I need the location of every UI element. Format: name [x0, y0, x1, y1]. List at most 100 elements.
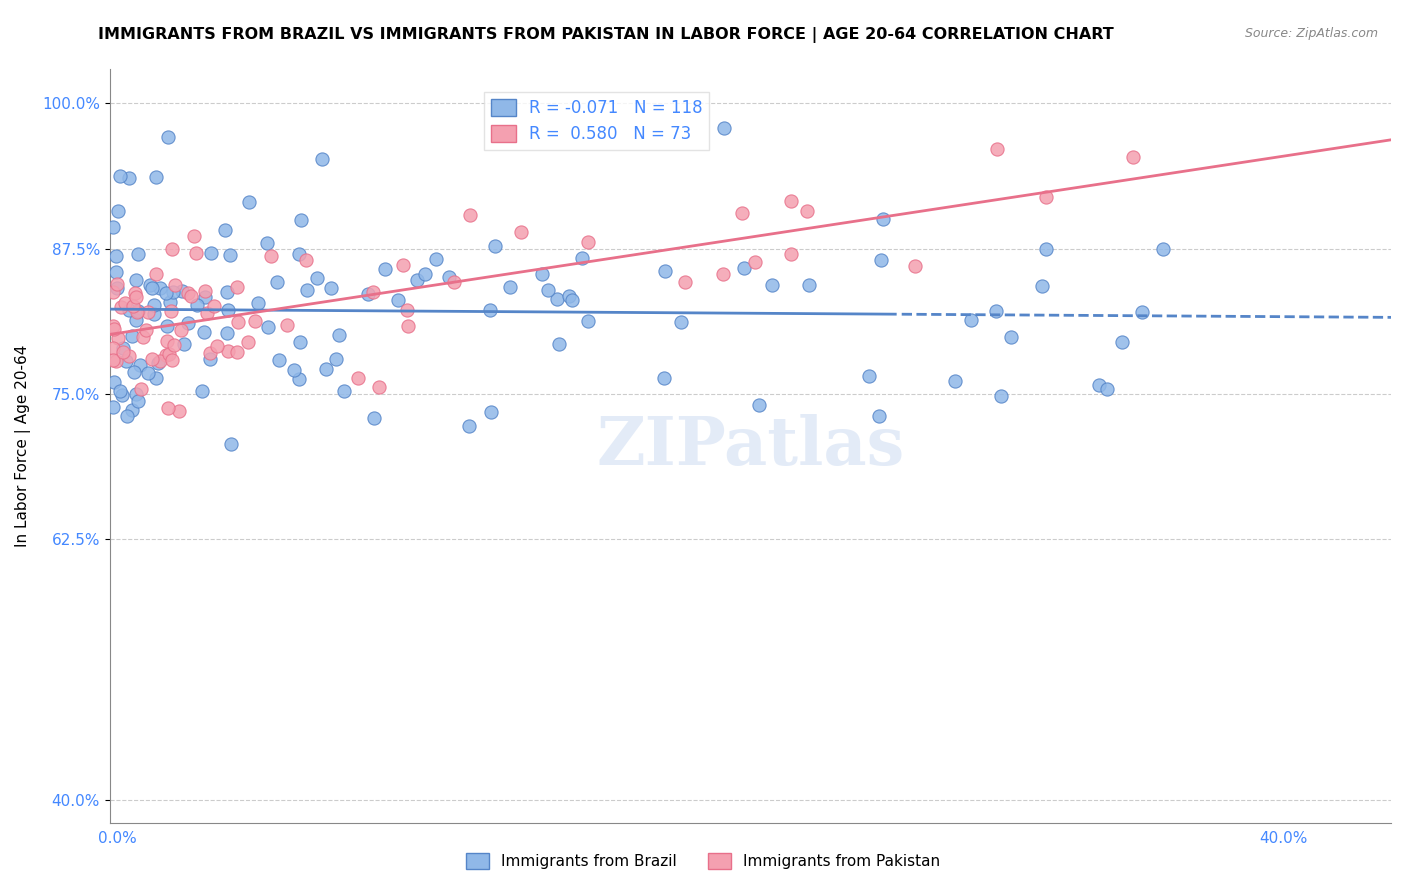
Point [238, 195, 260, 210]
Point [200, 246, 222, 260]
Point [218, 248, 240, 262]
Point [238, 335, 260, 350]
Point [406, 273, 429, 287]
Point [391, 259, 413, 273]
Point [1000, 330, 1022, 344]
Point [654, 264, 676, 278]
Point [1031, 279, 1053, 293]
Point [101, 220, 124, 235]
Point [356, 286, 378, 301]
Point [288, 335, 311, 350]
Legend: Immigrants from Brazil, Immigrants from Pakistan: Immigrants from Brazil, Immigrants from … [460, 847, 946, 875]
Point [1122, 151, 1144, 165]
Point [167, 403, 190, 417]
Point [256, 319, 278, 334]
Point [107, 280, 129, 294]
Point [155, 285, 177, 300]
Point [146, 356, 169, 370]
Point [162, 338, 184, 352]
Point [374, 261, 396, 276]
Point [226, 280, 249, 294]
Point [796, 204, 818, 219]
Point [571, 251, 593, 265]
Point [180, 289, 202, 303]
Point [276, 318, 298, 332]
Point [530, 267, 553, 281]
Point [132, 329, 155, 343]
Point [870, 253, 893, 268]
Point [537, 283, 560, 297]
Point [121, 328, 143, 343]
Point [246, 296, 269, 310]
Point [118, 171, 141, 186]
Point [129, 358, 152, 372]
Point [558, 289, 581, 303]
Point [986, 142, 1008, 156]
Text: 0.0%: 0.0% [98, 831, 138, 846]
Point [156, 319, 179, 334]
Point [124, 286, 146, 301]
Point [101, 285, 124, 299]
Point [139, 277, 162, 292]
Point [990, 389, 1012, 403]
Point [143, 297, 166, 311]
Point [443, 275, 465, 289]
Point [215, 326, 238, 340]
Point [105, 277, 128, 292]
Point [307, 271, 329, 285]
Point [576, 235, 599, 249]
Point [191, 384, 214, 398]
Legend: R = -0.071   N = 118, R =  0.580   N = 73: R = -0.071 N = 118, R = 0.580 N = 73 [484, 92, 709, 150]
Point [243, 314, 266, 328]
Point [155, 347, 177, 361]
Point [103, 322, 125, 336]
Point [122, 299, 145, 313]
Point [576, 314, 599, 328]
Point [290, 213, 312, 227]
Point [198, 352, 221, 367]
Point [193, 325, 215, 339]
Point [163, 278, 186, 293]
Point [142, 307, 165, 321]
Point [114, 296, 136, 310]
Point [561, 293, 583, 308]
Point [799, 278, 821, 293]
Point [1111, 334, 1133, 349]
Point [170, 323, 193, 337]
Point [413, 267, 436, 281]
Point [219, 436, 242, 450]
Point [202, 299, 225, 313]
Point [149, 281, 172, 295]
Point [225, 344, 247, 359]
Point [110, 300, 132, 314]
Point [107, 331, 129, 345]
Point [172, 285, 194, 299]
Point [127, 393, 149, 408]
Point [141, 281, 163, 295]
Point [744, 254, 766, 268]
Point [104, 249, 127, 263]
Point [858, 369, 880, 384]
Point [943, 374, 966, 388]
Point [122, 365, 145, 379]
Point [266, 275, 288, 289]
Point [124, 312, 146, 326]
Point [217, 302, 239, 317]
Point [283, 363, 305, 377]
Point [713, 120, 735, 135]
Point [194, 290, 217, 304]
Point [195, 305, 218, 319]
Point [101, 341, 124, 355]
Point [111, 387, 134, 401]
Point [868, 409, 890, 423]
Point [1152, 242, 1174, 256]
Point [108, 169, 131, 183]
Point [159, 304, 181, 318]
Point [713, 268, 735, 282]
Point [200, 346, 222, 360]
Point [260, 249, 283, 263]
Point [652, 371, 675, 385]
Point [669, 315, 692, 329]
Point [510, 225, 533, 239]
Point [101, 353, 124, 368]
